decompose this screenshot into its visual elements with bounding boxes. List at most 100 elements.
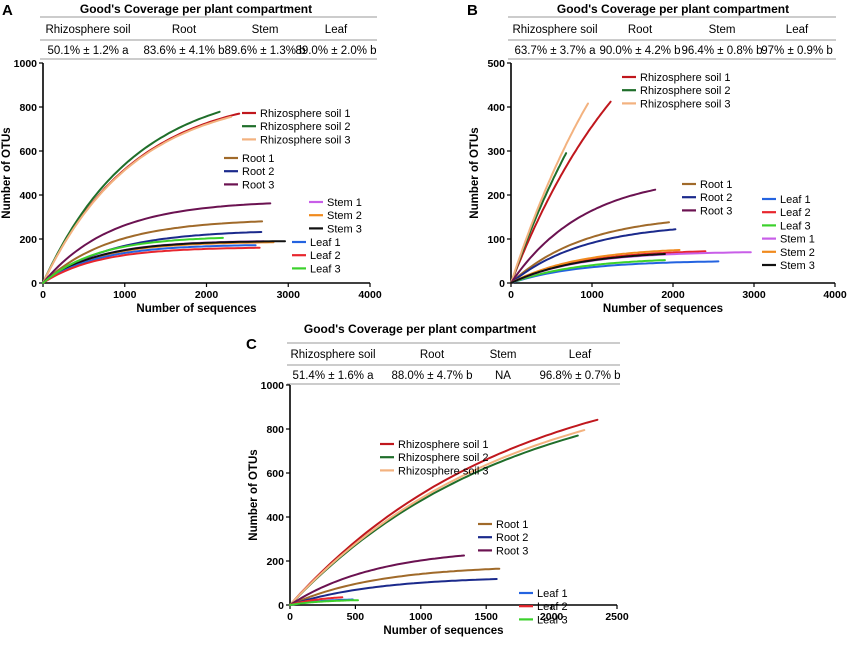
x-tick-label: 3000 — [277, 289, 301, 301]
legend-label-root-3: Root 3 — [700, 205, 732, 217]
coverage-header-leaf: Leaf — [786, 24, 809, 36]
x-tick-label: 1000 — [580, 289, 604, 301]
series-root-1 — [289, 567, 501, 606]
legend-label-stem-1: Stem 1 — [780, 234, 815, 246]
legend-label-rhizosphere-soil-3: Rhizosphere soil 3 — [398, 465, 489, 477]
series-leaf-1 — [510, 260, 720, 284]
legend-label-leaf-1: Leaf 1 — [780, 194, 811, 206]
legend-label-leaf-2: Leaf 2 — [780, 207, 811, 219]
y-axis-label: Number of OTUs — [248, 449, 260, 540]
coverage-header-stem: Stem — [490, 349, 517, 361]
panel-letter: B — [467, 2, 478, 19]
y-axis-label: Number of OTUs — [469, 127, 481, 218]
legend-label-rhizosphere-soil-3: Rhizosphere soil 3 — [640, 98, 731, 110]
y-tick-label: 200 — [266, 556, 284, 568]
coverage-header-stem: Stem — [252, 24, 279, 36]
x-tick-label: 2500 — [605, 611, 629, 623]
panel-a: A Good's Coverage per plant compartment … — [1, 2, 382, 315]
series-root-2 — [289, 578, 498, 606]
coverage-title: Good's Coverage per plant compartment — [304, 322, 536, 336]
legend-label-root-2: Root 2 — [496, 532, 528, 544]
series-rhizosphere-soil-2 — [42, 110, 221, 284]
coverage-value-rhizosphere: 50.1% ± 1.2% a — [47, 45, 129, 57]
legend-label-stem-2: Stem 2 — [327, 210, 362, 222]
series-root-1 — [510, 221, 670, 284]
x-tick-label: 2000 — [661, 289, 685, 301]
legend-label-rhizosphere-soil-3: Rhizosphere soil 3 — [260, 134, 351, 146]
x-axis-label: Number of sequences — [383, 625, 503, 637]
coverage-value-root: 83.6% ± 4.1% b — [143, 45, 224, 57]
y-tick-label: 800 — [19, 102, 37, 114]
panel-letter: A — [2, 2, 13, 19]
x-tick-label: 4000 — [823, 289, 847, 301]
plot-c: 0 200 400 600 800 1000 0 500 1000 1500 2000 2500 Num… — [248, 380, 629, 637]
series-rhizosphere-soil-1 — [42, 112, 241, 284]
coverage-header-stem: Stem — [709, 24, 736, 36]
series-leaf-2 — [289, 596, 344, 606]
series-rhizosphere-soil-3 — [289, 429, 586, 606]
coverage-value-leaf: 97% ± 0.9% b — [761, 45, 833, 57]
legend-label-leaf-2: Leaf 2 — [537, 601, 568, 613]
coverage-value-stem: 96.4% ± 0.8% b — [681, 45, 762, 57]
series-root-3 — [510, 188, 657, 284]
coverage-value-leaf: 89.0% ± 2.0% b — [295, 45, 376, 57]
x-tick-label: 1000 — [409, 611, 433, 623]
coverage-value-root: 90.0% ± 4.2% b — [599, 45, 680, 57]
coverage-value-rhizosphere: 63.7% ± 3.7% a — [514, 45, 596, 57]
y-tick-label: 400 — [487, 102, 505, 114]
coverage-header-leaf: Leaf — [569, 349, 592, 361]
series-root-1 — [42, 220, 264, 284]
legend-label-rhizosphere-soil-2: Rhizosphere soil 2 — [398, 452, 489, 464]
x-tick-label: 1500 — [475, 611, 499, 623]
y-tick-label: 600 — [266, 468, 284, 480]
legend-label-root-1: Root 1 — [700, 179, 732, 191]
legend-label-leaf-1: Leaf 1 — [310, 237, 341, 249]
series-root-2 — [510, 228, 677, 284]
x-tick-label: 2000 — [540, 611, 564, 623]
y-tick-label: 300 — [487, 146, 505, 158]
legend-label-stem-3: Stem 3 — [327, 223, 362, 235]
legend-label-root-2: Root 2 — [700, 192, 732, 204]
coverage-title: Good's Coverage per plant compartment — [80, 2, 312, 16]
panel-letter: C — [246, 336, 257, 353]
y-tick-label: 1000 — [261, 380, 285, 392]
y-tick-label: 1000 — [14, 58, 38, 70]
y-tick-label: 100 — [487, 234, 505, 246]
legend-label-root-1: Root 1 — [242, 153, 274, 165]
x-tick-label: 0 — [287, 611, 293, 623]
plot-a: 0 200 400 600 800 1000 0 1000 2000 3000 4000 Number… — [1, 58, 382, 315]
legend-label-rhizosphere-soil-1: Rhizosphere soil 1 — [260, 108, 351, 120]
coverage-value-stem: NA — [495, 370, 511, 382]
series-leaf-2 — [42, 246, 261, 284]
series-root-3 — [42, 202, 272, 284]
legend-label-root-3: Root 3 — [242, 179, 274, 191]
legend-label-root-1: Root 1 — [496, 519, 528, 531]
y-tick-label: 0 — [278, 600, 284, 612]
legend-label-stem-2: Stem 2 — [780, 247, 815, 259]
x-tick-label: 4000 — [358, 289, 382, 301]
series-leaf-3 — [510, 259, 666, 284]
series-stem-3 — [510, 253, 666, 284]
coverage-value-root: 88.0% ± 4.7% b — [391, 370, 472, 382]
y-tick-label: 800 — [266, 424, 284, 436]
coverage-header-rhizosphere: Rhizosphere soil — [512, 24, 597, 36]
series-leaf-1 — [42, 244, 257, 284]
y-tick-label: 200 — [19, 234, 37, 246]
legend-label-stem-3: Stem 3 — [780, 260, 815, 272]
x-tick-label: 2000 — [195, 289, 219, 301]
legend-label-rhizosphere-soil-2: Rhizosphere soil 2 — [260, 121, 351, 133]
series-rhizosphere-soil-3 — [510, 102, 589, 284]
legend-label-root-2: Root 2 — [242, 166, 274, 178]
x-axis-label: Number of sequences — [603, 303, 723, 315]
y-tick-label: 500 — [487, 58, 505, 70]
series-rhizosphere-soil-3 — [42, 115, 232, 284]
legend-label-leaf-3: Leaf 3 — [537, 614, 568, 626]
series-root-3 — [289, 554, 465, 606]
coverage-value-leaf: 96.8% ± 0.7% b — [539, 370, 620, 382]
x-axis-label: Number of sequences — [136, 303, 256, 315]
panel-b: B Good's Coverage per plant compartment … — [467, 2, 847, 315]
legend-label-leaf-2: Leaf 2 — [310, 250, 341, 262]
legend-label-leaf-3: Leaf 3 — [780, 220, 811, 232]
y-tick-label: 400 — [19, 190, 37, 202]
